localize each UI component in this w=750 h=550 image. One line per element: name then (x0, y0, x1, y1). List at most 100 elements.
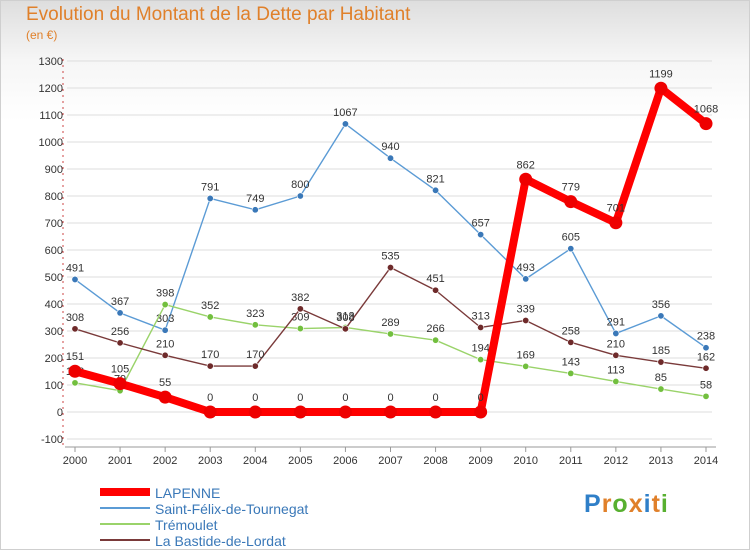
y-tick-label: -100 (41, 434, 63, 446)
data-point (68, 364, 82, 378)
x-tick-label: 2004 (243, 455, 267, 467)
legend-label: Saint-Félix-de-Tournegat (155, 501, 308, 517)
data-label: 170 (201, 349, 219, 361)
data-point (296, 305, 304, 313)
legend-label: LAPENNE (155, 485, 220, 501)
data-point (654, 81, 668, 95)
data-point (612, 377, 620, 385)
data-point (386, 330, 394, 338)
logo-letter: i (660, 490, 669, 518)
logo-letter: P (584, 490, 602, 518)
data-point (609, 216, 623, 230)
data-label: 105 (111, 364, 129, 376)
y-tick-label: 700 (45, 218, 63, 230)
data-label: 367 (111, 296, 129, 308)
data-point (296, 192, 304, 200)
x-tick-label: 2005 (288, 455, 312, 467)
chart-subtitle: (en €) (26, 28, 58, 42)
data-point (71, 379, 79, 387)
data-label: 170 (246, 349, 264, 361)
data-label: 194 (471, 343, 489, 355)
data-point (116, 309, 124, 317)
data-label: 0 (252, 392, 258, 404)
data-point (248, 405, 262, 419)
data-point (657, 312, 665, 320)
logo-letter: r (601, 490, 613, 518)
data-point (71, 325, 79, 333)
data-point (71, 275, 79, 283)
data-label: 238 (697, 331, 715, 343)
data-label: 701 (607, 203, 625, 215)
data-point (612, 351, 620, 359)
data-label: 1199 (649, 68, 673, 80)
data-label: 291 (607, 316, 625, 328)
data-label: 0 (342, 392, 348, 404)
y-tick-label: 0 (57, 407, 63, 419)
data-point (432, 336, 440, 344)
data-point (702, 392, 710, 400)
x-tick-label: 2012 (604, 455, 628, 467)
x-tick-label: 2001 (108, 455, 132, 467)
y-tick-label: 600 (45, 245, 63, 257)
y-tick-label: 1300 (39, 56, 63, 68)
y-tick-label: 200 (45, 353, 63, 365)
data-label: 779 (562, 182, 580, 194)
data-label: 113 (607, 364, 625, 376)
data-label: 210 (156, 338, 174, 350)
logo-letter: o (612, 490, 629, 518)
data-label: 0 (297, 392, 303, 404)
data-label: 0 (478, 392, 484, 404)
data-point (432, 186, 440, 194)
data-point (341, 120, 349, 128)
data-point (702, 364, 710, 372)
x-tick-label: 2011 (559, 455, 583, 467)
data-point (612, 329, 620, 337)
data-point (251, 362, 259, 370)
data-point (567, 245, 575, 253)
data-point (699, 117, 713, 131)
data-label: 85 (655, 372, 667, 384)
data-point (161, 301, 169, 309)
x-tick-label: 2013 (649, 455, 673, 467)
data-label: 169 (517, 349, 535, 361)
data-label: 493 (517, 262, 535, 274)
data-point (384, 405, 397, 419)
y-tick-label: 300 (45, 326, 63, 338)
data-label: 308 (336, 312, 354, 324)
data-label: 1068 (694, 104, 718, 116)
data-point (341, 325, 349, 333)
data-point (251, 206, 259, 214)
data-label: 657 (471, 218, 489, 230)
data-point (522, 316, 530, 324)
data-point (567, 338, 575, 346)
data-label: 821 (426, 173, 444, 185)
data-label: 398 (156, 288, 174, 300)
data-point (519, 172, 533, 186)
data-label: 323 (246, 308, 264, 320)
data-label: 451 (426, 273, 444, 285)
data-label: 0 (387, 392, 393, 404)
data-label: 1067 (333, 107, 357, 119)
data-label: 151 (66, 351, 84, 363)
y-tick-label: 100 (45, 380, 63, 392)
logo-letter: t (651, 490, 661, 518)
data-point (657, 358, 665, 366)
data-label: 289 (381, 317, 399, 329)
y-tick-label: 1200 (39, 83, 63, 95)
data-label: 800 (291, 179, 309, 191)
data-label: 356 (652, 299, 670, 311)
data-label: 210 (607, 338, 625, 350)
data-point (432, 286, 440, 294)
data-label: 0 (433, 392, 439, 404)
y-tick-label: 800 (45, 191, 63, 203)
data-point (161, 351, 169, 359)
data-label: 313 (471, 310, 489, 322)
x-tick-label: 2007 (378, 455, 402, 467)
data-point (116, 339, 124, 347)
logo-letter: i (643, 490, 652, 518)
data-label: 256 (111, 326, 129, 338)
y-tick-label: 400 (45, 299, 63, 311)
x-tick-label: 2008 (423, 455, 447, 467)
data-label: 185 (652, 345, 670, 357)
